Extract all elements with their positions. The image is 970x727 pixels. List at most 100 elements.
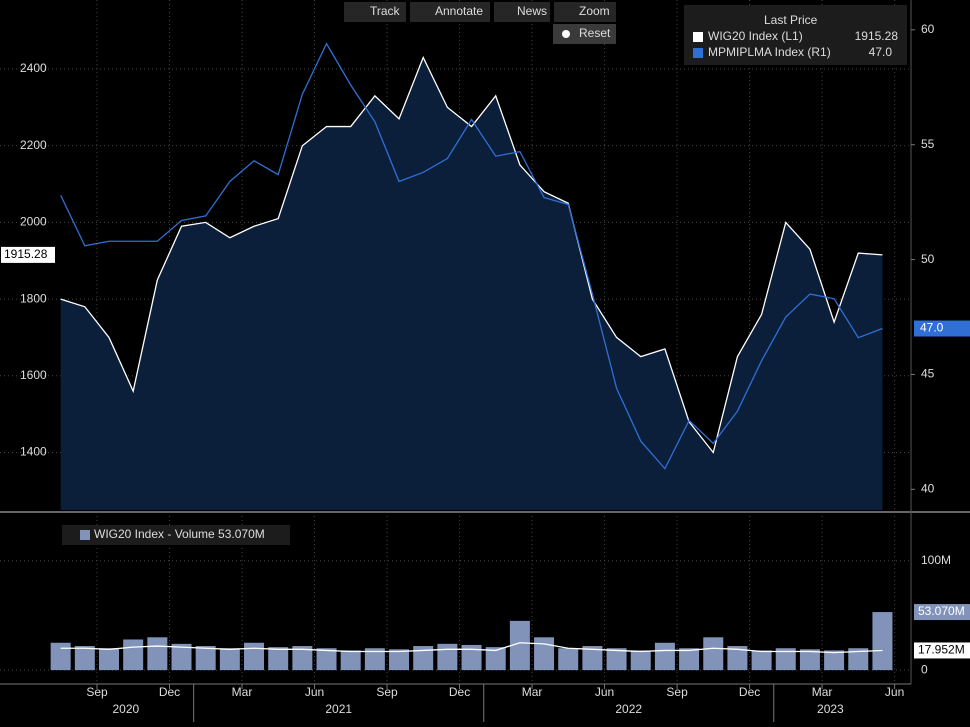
- x-tick-label: Jun: [885, 685, 904, 699]
- line: [60, 642, 883, 654]
- bar: [654, 642, 675, 671]
- last-tag: [1, 246, 55, 263]
- y2-tick-label: 40: [921, 481, 935, 495]
- area: [60, 57, 883, 510]
- x-tick-label: Mar: [522, 685, 543, 699]
- bar: [727, 646, 748, 671]
- x-tick-label: Dec: [739, 685, 760, 699]
- volume-legend: WIG20 Index - Volume 53.070M: [94, 527, 265, 541]
- bar: [751, 650, 772, 671]
- bar: [123, 639, 144, 671]
- bar: [437, 643, 458, 671]
- legend-swatch: [693, 48, 703, 58]
- bar: [268, 647, 289, 671]
- bar: [74, 646, 95, 671]
- y-tick-label: 2400: [20, 61, 47, 75]
- line: [60, 55, 883, 454]
- y-tick-label: 2000: [20, 215, 47, 229]
- bar: [799, 649, 820, 671]
- last-tag-label: 53.070M: [918, 604, 965, 618]
- reset-label[interactable]: Reset: [579, 26, 611, 40]
- legend-box: [684, 5, 907, 65]
- year-label: 2022: [615, 702, 642, 716]
- y-tick-label: 1600: [20, 368, 47, 382]
- y2-tick-label: 60: [921, 22, 935, 36]
- y-tick-label: 0: [921, 662, 928, 676]
- y-tick-label: 1400: [20, 445, 47, 459]
- y-tick-label: 100M: [921, 553, 951, 567]
- toolbar: Track Annotate News Zoom Reset: [344, 2, 616, 44]
- bar: [824, 650, 845, 671]
- x-tick-label: Jun: [305, 685, 324, 699]
- legend-title: Last Price: [764, 13, 818, 27]
- y-tick-label: 2200: [20, 138, 47, 152]
- last-tag-label: 17.952M: [918, 643, 965, 657]
- legend-entry: WIG20 Index (L1): [708, 29, 803, 43]
- x-tick-label: Jun: [595, 685, 614, 699]
- bar: [171, 643, 192, 671]
- volume-legend-box: [62, 525, 290, 545]
- zoom-button[interactable]: [554, 2, 616, 22]
- legend-value: 47.0: [869, 45, 893, 59]
- bar: [340, 650, 361, 671]
- bar: [147, 637, 168, 671]
- bar: [485, 647, 506, 671]
- x-tick-label: Dec: [449, 685, 470, 699]
- bar: [292, 646, 313, 671]
- last-tag-label: 47.0: [920, 321, 944, 335]
- x-tick-label: Sep: [666, 685, 688, 699]
- bar: [558, 648, 579, 671]
- bar: [219, 648, 240, 671]
- bar: [461, 644, 482, 671]
- bar: [630, 650, 651, 671]
- year-label: 2020: [112, 702, 139, 716]
- legend-value: 1915.28: [855, 29, 899, 43]
- y2-tick-label: 45: [921, 367, 935, 381]
- bar: [195, 646, 216, 671]
- bar: [50, 642, 71, 671]
- bar: [99, 648, 119, 671]
- news-label[interactable]: News: [517, 4, 547, 18]
- x-tick-label: Sep: [376, 685, 398, 699]
- y2-tick-label: 50: [921, 252, 935, 266]
- last-tag: [914, 320, 970, 337]
- bar: [872, 612, 893, 671]
- legend-swatch: [80, 530, 90, 540]
- annotate-button[interactable]: [410, 2, 490, 22]
- bar: [679, 648, 700, 671]
- bar: [244, 642, 265, 671]
- legend-entry: MPMIPLMA Index (R1): [708, 45, 831, 59]
- reset-icon: [562, 30, 570, 38]
- y2-tick-label: 55: [921, 137, 935, 151]
- last-tag: [914, 642, 970, 659]
- x-tick-label: Mar: [812, 685, 833, 699]
- year-label: 2021: [325, 702, 352, 716]
- reset-button[interactable]: [553, 24, 616, 44]
- track-label[interactable]: Track: [370, 4, 401, 18]
- year-label: 2023: [817, 702, 844, 716]
- bar: [364, 648, 385, 671]
- x-tick-label: Sep: [86, 685, 108, 699]
- zoom-label[interactable]: Zoom: [579, 4, 610, 18]
- bar: [413, 646, 434, 671]
- bar: [509, 620, 530, 671]
- bar: [606, 648, 627, 671]
- bar: [389, 649, 410, 671]
- news-button[interactable]: [494, 2, 550, 22]
- bar: [582, 646, 603, 671]
- y-tick-label: 1800: [20, 291, 47, 305]
- track-button[interactable]: [344, 2, 406, 22]
- legend-swatch: [693, 32, 703, 42]
- bar: [534, 637, 555, 671]
- bar: [703, 637, 724, 671]
- last-tag: [914, 604, 970, 621]
- annotate-label[interactable]: Annotate: [435, 4, 483, 18]
- bar: [848, 648, 869, 671]
- bar: [316, 648, 337, 671]
- line: [60, 42, 883, 470]
- x-tick-label: Mar: [232, 685, 253, 699]
- bar: [775, 648, 796, 671]
- last-tag-label: 1915.28: [4, 247, 48, 261]
- x-tick-label: Dec: [159, 685, 180, 699]
